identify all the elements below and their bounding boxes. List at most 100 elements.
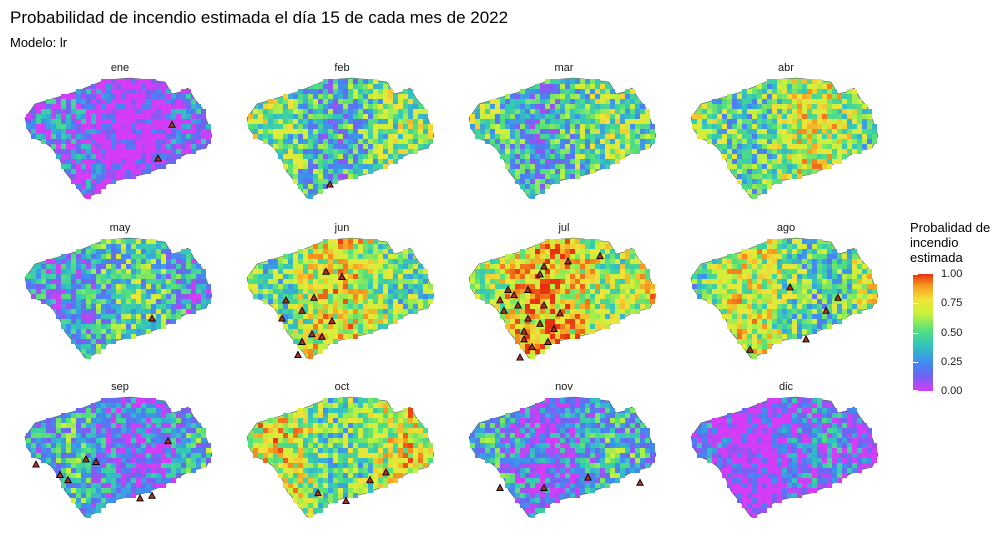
prob-cell (323, 159, 328, 164)
prob-cell (388, 274, 393, 279)
prob-cell (832, 319, 837, 324)
prob-cell (196, 104, 201, 109)
prob-cell (258, 134, 263, 139)
prob-cell (500, 114, 505, 119)
prob-cell (500, 269, 505, 274)
prob-cell (852, 259, 857, 264)
prob-cell (151, 114, 156, 119)
prob-cell (46, 109, 51, 114)
prob-cell (802, 119, 807, 124)
prob-cell (136, 418, 141, 423)
prob-cell (500, 304, 505, 309)
prob-cell (303, 279, 308, 284)
prob-cell (757, 299, 762, 304)
prob-cell (293, 259, 298, 264)
prob-cell (545, 99, 550, 104)
facet-map (468, 77, 657, 199)
prob-cell (515, 299, 520, 304)
prob-cell (303, 134, 308, 139)
prob-cell (91, 114, 96, 119)
prob-cell (782, 264, 787, 269)
prob-cell (161, 408, 166, 413)
prob-cell (51, 453, 56, 458)
prob-cell (792, 319, 797, 324)
prob-cell (475, 109, 480, 114)
prob-cell (101, 294, 106, 299)
prob-cell (717, 104, 722, 109)
prob-cell (525, 129, 530, 134)
prob-cell (792, 89, 797, 94)
prob-cell (787, 169, 792, 174)
prob-cell (388, 104, 393, 109)
prob-cell (570, 244, 575, 249)
prob-cell (141, 438, 146, 443)
prob-cell (278, 149, 283, 154)
prob-cell (166, 279, 171, 284)
prob-cell (495, 139, 500, 144)
prob-cell (106, 84, 111, 89)
prob-cell (131, 329, 136, 334)
prob-cell (555, 264, 560, 269)
prob-cell (136, 244, 141, 249)
prob-cell (166, 94, 171, 99)
prob-cell (96, 184, 101, 189)
prob-cell (313, 179, 318, 184)
prob-cell (283, 124, 288, 129)
prob-cell (615, 304, 620, 309)
prob-cell (283, 109, 288, 114)
prob-cell (408, 104, 413, 109)
prob-cell (388, 139, 393, 144)
prob-cell (580, 324, 585, 329)
prob-cell (61, 109, 66, 114)
prob-cell (792, 79, 797, 84)
prob-cell (101, 398, 106, 403)
prob-cell (121, 289, 126, 294)
prob-cell (353, 299, 358, 304)
prob-cell (707, 269, 712, 274)
prob-cell (757, 129, 762, 134)
prob-cell (635, 144, 640, 149)
prob-cell (802, 114, 807, 119)
prob-cell (101, 179, 106, 184)
prob-cell (176, 114, 181, 119)
prob-cell (423, 124, 428, 129)
prob-cell (131, 453, 136, 458)
prob-cell (772, 329, 777, 334)
prob-cell (161, 254, 166, 259)
prob-cell (338, 334, 343, 339)
facet-label: jul (558, 222, 570, 234)
prob-cell (722, 274, 727, 279)
prob-cell (101, 149, 106, 154)
prob-cell (610, 99, 615, 104)
prob-cell (81, 124, 86, 129)
prob-cell (293, 324, 298, 329)
prob-cell (156, 453, 161, 458)
prob-cell (757, 344, 762, 349)
prob-cell (722, 114, 727, 119)
prob-cell (535, 94, 540, 99)
prob-cell (540, 144, 545, 149)
prob-cell (812, 104, 817, 109)
prob-cell (565, 264, 570, 269)
prob-cell (480, 269, 485, 274)
prob-cell (151, 433, 156, 438)
prob-cell (91, 413, 96, 418)
prob-cell (146, 119, 151, 124)
prob-cell (186, 284, 191, 289)
prob-cell (610, 264, 615, 269)
prob-cell (101, 299, 106, 304)
prob-cell (308, 119, 313, 124)
prob-cell (610, 109, 615, 114)
prob-cell (398, 154, 403, 159)
prob-cell (560, 114, 565, 119)
prob-cell (273, 284, 278, 289)
prob-cell (116, 249, 121, 254)
prob-cell (812, 89, 817, 94)
prob-cell (555, 244, 560, 249)
prob-cell (837, 269, 842, 274)
prob-cell (570, 154, 575, 159)
prob-cell (348, 324, 353, 329)
prob-cell (91, 339, 96, 344)
prob-cell (313, 349, 318, 354)
prob-cell (71, 299, 76, 304)
